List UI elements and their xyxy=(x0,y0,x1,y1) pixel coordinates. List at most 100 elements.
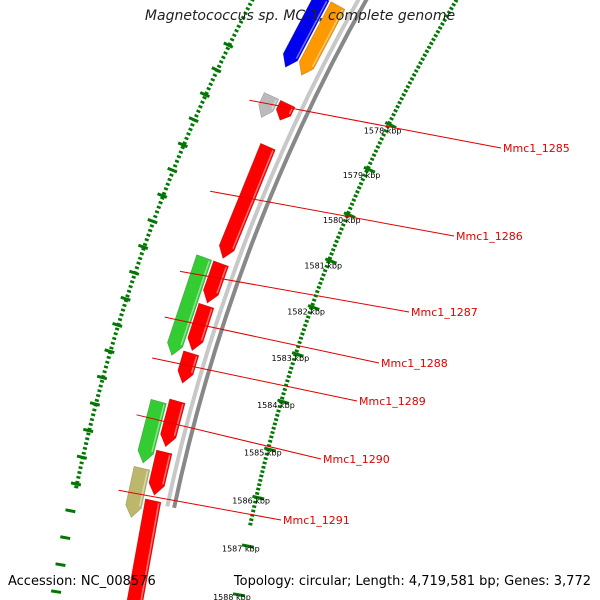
inner-dot xyxy=(119,313,124,317)
inner-dot xyxy=(139,251,145,256)
scale-dot xyxy=(395,104,400,109)
inner-tick xyxy=(120,295,131,302)
scale-dot xyxy=(319,277,325,281)
inner-dot xyxy=(125,294,130,298)
scale-dot xyxy=(351,198,357,203)
scale-dot xyxy=(258,478,263,483)
scale-dot xyxy=(453,0,459,3)
scale-dot xyxy=(373,149,379,154)
inner-dot xyxy=(114,327,120,331)
inner-tick xyxy=(147,218,158,225)
inner-dot xyxy=(210,77,216,82)
inner-tick xyxy=(65,508,76,514)
inner-dot xyxy=(161,191,167,196)
scale-dot xyxy=(340,222,346,227)
scale-dot xyxy=(307,310,313,315)
scale-dot xyxy=(435,29,441,34)
inner-tick xyxy=(60,535,71,541)
inner-dot xyxy=(186,131,191,136)
gene-feature-next xyxy=(126,498,162,600)
leader-line xyxy=(152,357,358,402)
kbp-label: 1581 kbp xyxy=(304,261,342,270)
scale-dot xyxy=(267,439,273,443)
inner-dot xyxy=(221,55,226,60)
gene-label: Mmc1_1290 xyxy=(323,453,390,466)
scale-dot xyxy=(424,49,430,54)
scale-dot xyxy=(360,177,366,182)
inner-dot xyxy=(102,369,107,374)
scale-dot xyxy=(311,298,317,302)
inner-dot xyxy=(202,95,207,100)
scale-dot xyxy=(369,157,375,162)
scale-dot xyxy=(256,487,261,491)
inner-dot xyxy=(105,360,110,364)
scale-dot xyxy=(276,409,281,413)
scale-dot xyxy=(248,522,253,526)
inner-dot xyxy=(250,0,255,3)
scale-dot xyxy=(413,68,419,74)
gene-features xyxy=(125,0,346,600)
kbp-label: 1583 kbp xyxy=(271,354,309,363)
scale-dot xyxy=(290,361,295,366)
scale-dot xyxy=(355,189,360,194)
inner-dot xyxy=(234,28,239,33)
inner-dot xyxy=(208,82,214,87)
scale-dot xyxy=(353,194,358,198)
kbp-label: 1578 kbp xyxy=(364,126,402,135)
scale-tick xyxy=(343,211,356,219)
inner-dot xyxy=(227,42,233,47)
gene-feature-orange xyxy=(298,1,346,76)
gene-feature-1291k xyxy=(125,466,151,519)
scale-dot xyxy=(303,323,308,328)
inner-tick xyxy=(177,141,188,149)
scale-dot xyxy=(332,243,338,248)
kbp-label: 1585 kbp xyxy=(244,449,282,458)
scale-dot xyxy=(287,370,293,375)
scale-dot xyxy=(334,239,339,244)
scale-dot xyxy=(444,14,450,19)
inner-dot xyxy=(90,413,96,417)
scale-dot xyxy=(431,37,436,42)
inner-dot xyxy=(87,427,92,431)
inner-dot xyxy=(154,210,160,214)
leader-line xyxy=(136,414,322,460)
scale-dot xyxy=(259,474,264,478)
inner-dot xyxy=(204,91,209,96)
gene-feature-1286 xyxy=(218,142,276,259)
inner-dot xyxy=(98,384,103,388)
scale-tick xyxy=(307,304,320,311)
inner-tick xyxy=(96,374,108,381)
scale-dot xyxy=(433,33,439,38)
backbone-line xyxy=(172,0,369,509)
scale-tick xyxy=(263,446,277,453)
inner-dot xyxy=(146,233,151,237)
inner-dot xyxy=(152,214,158,219)
inner-dot xyxy=(126,289,132,294)
leader-line xyxy=(164,316,380,364)
scale-dot xyxy=(437,25,443,30)
gene-feature-1287g xyxy=(167,254,213,356)
inner-dot xyxy=(129,280,135,284)
inner-tick xyxy=(223,41,234,49)
scale-tick xyxy=(232,592,246,598)
inner-dot xyxy=(141,247,146,251)
inner-dot xyxy=(134,265,140,270)
scale-dot xyxy=(367,161,373,166)
inner-dot xyxy=(84,437,90,441)
inner-dot xyxy=(113,331,118,336)
inner-dot xyxy=(158,200,163,205)
inner-dot xyxy=(81,451,87,455)
inner-tick xyxy=(137,243,149,250)
gene-label: Mmc1_1291 xyxy=(283,514,350,527)
scale-dot xyxy=(397,100,402,105)
scale-dot xyxy=(446,10,452,15)
scale-dot xyxy=(322,268,328,273)
scale-dot xyxy=(442,18,447,23)
scale-dot xyxy=(257,483,262,487)
kbp-label: 1584 kbp xyxy=(257,401,295,410)
backbone xyxy=(165,0,369,509)
inner-dot xyxy=(240,15,246,20)
inner-dot xyxy=(123,298,129,303)
inner-dot xyxy=(165,182,171,187)
inner-dot xyxy=(159,196,165,200)
